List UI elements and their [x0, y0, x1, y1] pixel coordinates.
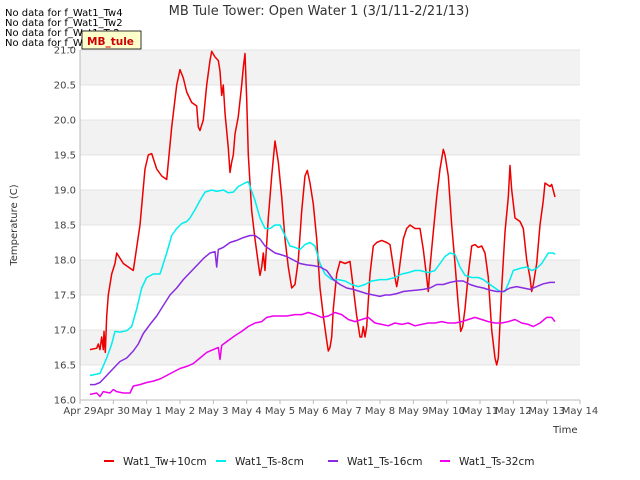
- legend: Wat1_Tw+10cm Wat1_Ts-8cm Wat1_Ts-16cm Wat1_…: [104, 456, 535, 468]
- x-tick-label: May 10: [428, 406, 465, 417]
- x-tick-label: May 9: [398, 406, 428, 417]
- x-tick-label: May 8: [365, 406, 395, 417]
- tooltip-label: MB_tule: [87, 36, 134, 48]
- y-tick-label: 20.5: [54, 81, 76, 92]
- x-tick-label: May 2: [165, 406, 195, 417]
- series-line-3: [90, 234, 555, 386]
- y-tick-label: 18.5: [54, 221, 76, 232]
- series-line-1: [89, 50, 556, 366]
- y-tick-label: 19.5: [54, 151, 76, 162]
- y-axis-label: Temperature (C): [9, 184, 20, 266]
- x-tick-label: May 7: [332, 406, 362, 417]
- x-tick-label: Apr 30: [97, 406, 130, 417]
- legend-label-1: Wat1_Tw+10cm: [123, 456, 207, 468]
- y-tick-label: 16.0: [54, 396, 76, 407]
- series-line-4: [89, 311, 556, 398]
- x-tick-label: May 4: [232, 406, 262, 417]
- x-tick-label: May 6: [298, 406, 328, 417]
- grid-band: [80, 120, 580, 155]
- y-tick-label: 20.0: [54, 116, 76, 127]
- x-axis-label: Time: [552, 425, 577, 436]
- mb-tule-tooltip: MB_tule: [81, 30, 142, 50]
- y-tick-label: 21.0: [54, 46, 76, 57]
- no-data-message-2: No data for f_Wat1_Tw2: [5, 18, 123, 29]
- y-tick-label: 16.5: [54, 361, 76, 372]
- x-tick-label: May 12: [495, 406, 532, 417]
- x-tick-label: May 14: [562, 406, 599, 417]
- x-tick-label: May 5: [265, 406, 295, 417]
- grid-band: [80, 190, 580, 225]
- x-tick-label: May 3: [198, 406, 228, 417]
- y-tick-label: 17.0: [54, 326, 76, 337]
- legend-label-2: Wat1_Ts-8cm: [235, 456, 304, 468]
- legend-label-3: Wat1_Ts-16cm: [347, 456, 423, 468]
- x-tick-label: Apr 29: [63, 406, 96, 417]
- series-line-2: [89, 180, 556, 377]
- y-tick-label: 17.5: [54, 291, 76, 302]
- legend-label-4: Wat1_Ts-32cm: [459, 456, 535, 468]
- chart-title: MB Tule Tower: Open Water 1 (3/1/11-2/21…: [169, 4, 470, 19]
- y-tick-label: 18.0: [54, 256, 76, 267]
- grid-band: [80, 50, 580, 85]
- no-data-message-1: No data for f_Wat1_Tw4: [5, 8, 123, 19]
- x-tick-label: May 1: [132, 406, 162, 417]
- x-tick-label: May 13: [528, 406, 565, 417]
- x-tick-label: May 11: [462, 406, 499, 417]
- no-data-message-3: No data for f_Wat1_Ts2: [5, 28, 120, 39]
- no-data-message-4: No data for f_Wat1_Tw: [5, 38, 117, 49]
- y-tick-label: 19.0: [54, 186, 76, 197]
- tooltip-box: [81, 30, 142, 50]
